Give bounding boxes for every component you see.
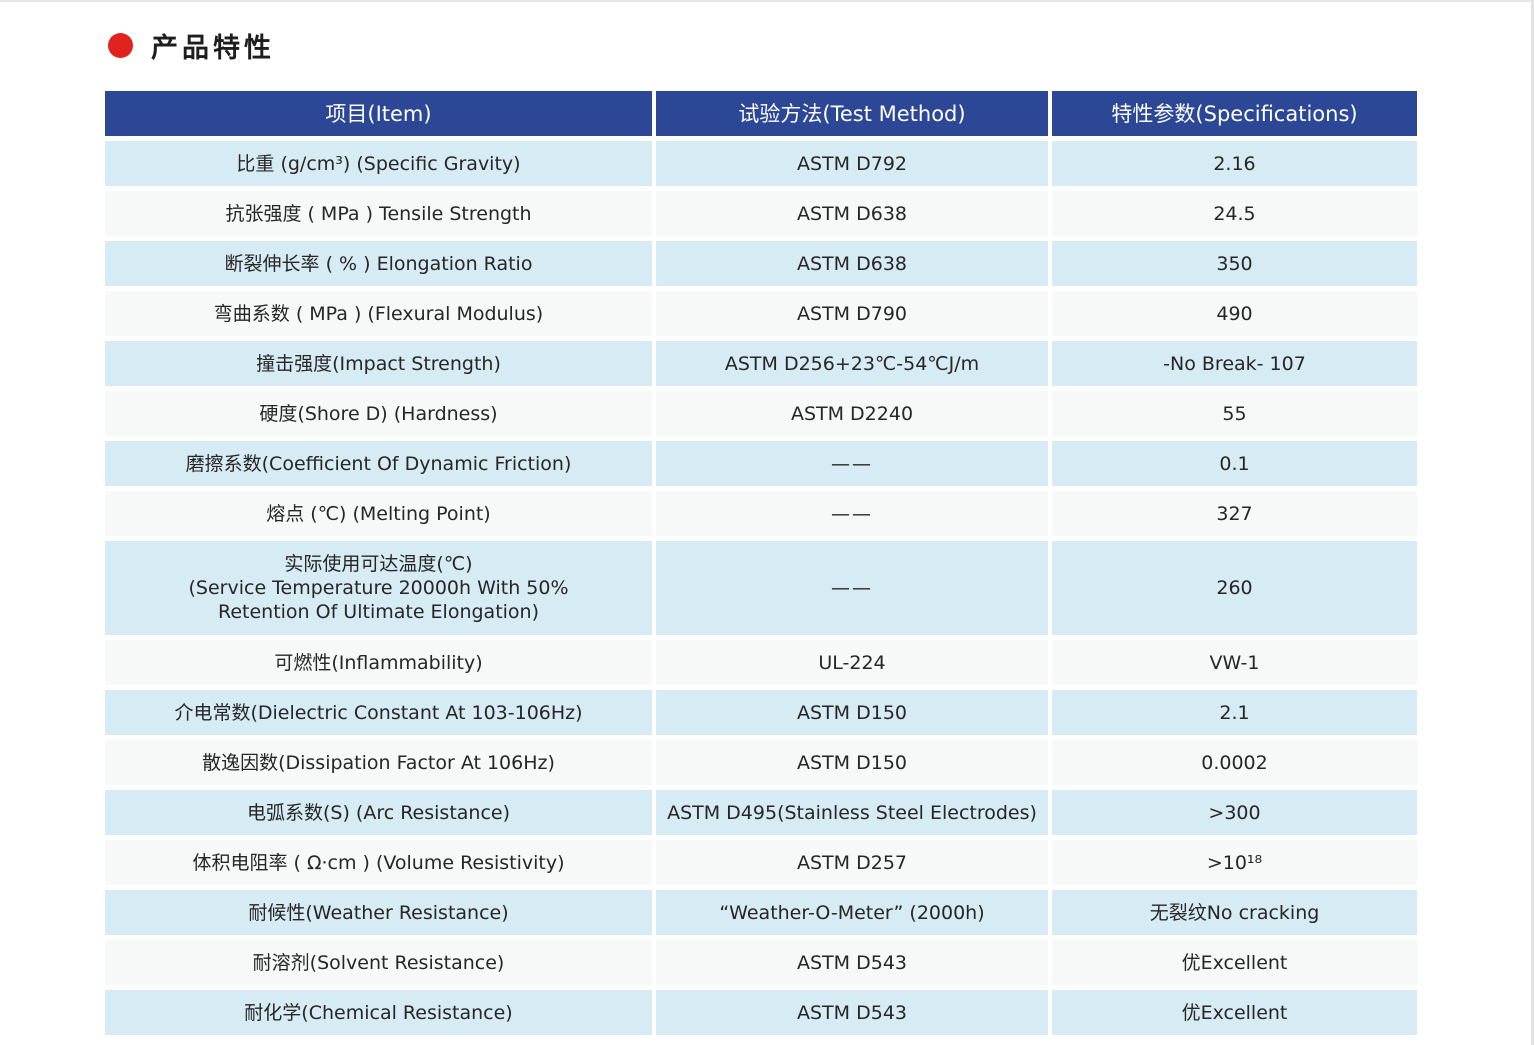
row-melting-point-spec: 327 xyxy=(1052,491,1417,536)
row-arc-resistance-spec: >300 xyxy=(1052,790,1417,835)
row-arc-resistance-item: 电弧系数(S) (Arc Resistance) xyxy=(105,790,652,835)
column-header-test-method: 试验方法(Test Method) xyxy=(656,91,1048,136)
row-volume-resistivity-item: 体积电阻率 ( Ω·cm ) (Volume Resistivity) xyxy=(105,840,652,885)
row-solvent-resistance-spec: 优Excellent xyxy=(1052,940,1417,985)
row-impact-strength-method: ASTM D256+23℃-54℃J/m xyxy=(656,341,1048,386)
section-heading: 产品特性 xyxy=(108,28,275,64)
row-flexural-modulus-method: ASTM D790 xyxy=(656,291,1048,336)
row-dielectric-constant-spec: 2.1 xyxy=(1052,690,1417,735)
row-hardness-spec: 55 xyxy=(1052,391,1417,436)
row-inflammability-item: 可燃性(Inflammability) xyxy=(105,640,652,685)
row-chemical-resistance-item: 耐化学(Chemical Resistance) xyxy=(105,990,652,1035)
row-weather-resistance-item: 耐候性(Weather Resistance) xyxy=(105,890,652,935)
row-weather-resistance-spec: 无裂纹No cracking xyxy=(1052,890,1417,935)
row-dielectric-constant-method: ASTM D150 xyxy=(656,690,1048,735)
row-chemical-resistance-spec: 优Excellent xyxy=(1052,990,1417,1035)
row-hardness-item: 硬度(Shore D) (Hardness) xyxy=(105,391,652,436)
row-flexural-modulus-spec: 490 xyxy=(1052,291,1417,336)
row-tensile-strength-spec: 24.5 xyxy=(1052,191,1417,236)
row-friction-method: —— xyxy=(656,441,1048,486)
row-friction-item: 磨擦系数(Coefficient Of Dynamic Friction) xyxy=(105,441,652,486)
row-specific-gravity-method: ASTM D792 xyxy=(656,141,1048,186)
column-header-specifications: 特性参数(Specifications) xyxy=(1052,91,1417,136)
row-friction-spec: 0.1 xyxy=(1052,441,1417,486)
row-dielectric-constant-item: 介电常数(Dielectric Constant At 103-106Hz) xyxy=(105,690,652,735)
row-hardness-method: ASTM D2240 xyxy=(656,391,1048,436)
row-solvent-resistance-method: ASTM D543 xyxy=(656,940,1048,985)
row-impact-strength-item: 撞击强度(Impact Strength) xyxy=(105,341,652,386)
row-inflammability-spec: VW-1 xyxy=(1052,640,1417,685)
row-chemical-resistance-method: ASTM D543 xyxy=(656,990,1048,1035)
top-divider xyxy=(0,0,1534,2)
section-title: 产品特性 xyxy=(151,32,275,64)
properties-table: 项目(Item) 试验方法(Test Method) 特性参数(Specific… xyxy=(105,91,1418,1035)
row-dissipation-factor-item: 散逸因数(Dissipation Factor At 106Hz) xyxy=(105,740,652,785)
row-service-temperature-item: 实际使用可达温度(℃) (Service Temperature 20000h … xyxy=(105,541,652,635)
row-impact-strength-spec: -No Break- 107 xyxy=(1052,341,1417,386)
row-inflammability-method: UL-224 xyxy=(656,640,1048,685)
row-solvent-resistance-item: 耐溶剂(Solvent Resistance) xyxy=(105,940,652,985)
row-elongation-item: 断裂伸长率 ( % ) Elongation Ratio xyxy=(105,241,652,286)
row-volume-resistivity-method: ASTM D257 xyxy=(656,840,1048,885)
row-tensile-strength-item: 抗张强度 ( MPa ) Tensile Strength xyxy=(105,191,652,236)
row-specific-gravity-spec: 2.16 xyxy=(1052,141,1417,186)
row-service-temperature-spec: 260 xyxy=(1052,541,1417,635)
row-weather-resistance-method: “Weather-O-Meter” (2000h) xyxy=(656,890,1048,935)
row-dissipation-factor-method: ASTM D150 xyxy=(656,740,1048,785)
row-volume-resistivity-spec: >10¹⁸ xyxy=(1052,840,1417,885)
row-arc-resistance-method: ASTM D495(Stainless Steel Electrodes) xyxy=(656,790,1048,835)
row-melting-point-item: 熔点 (℃) (Melting Point) xyxy=(105,491,652,536)
row-specific-gravity-item: 比重 (g/cm³) (Specific Gravity) xyxy=(105,141,652,186)
column-header-item: 项目(Item) xyxy=(105,91,652,136)
bullet-dot-icon xyxy=(108,32,133,58)
row-service-temperature-method: —— xyxy=(656,541,1048,635)
row-melting-point-method: —— xyxy=(656,491,1048,536)
row-elongation-method: ASTM D638 xyxy=(656,241,1048,286)
right-edge-divider xyxy=(1531,0,1534,1045)
row-elongation-spec: 350 xyxy=(1052,241,1417,286)
row-dissipation-factor-spec: 0.0002 xyxy=(1052,740,1417,785)
row-tensile-strength-method: ASTM D638 xyxy=(656,191,1048,236)
row-flexural-modulus-item: 弯曲系数 ( MPa ) (Flexural Modulus) xyxy=(105,291,652,336)
